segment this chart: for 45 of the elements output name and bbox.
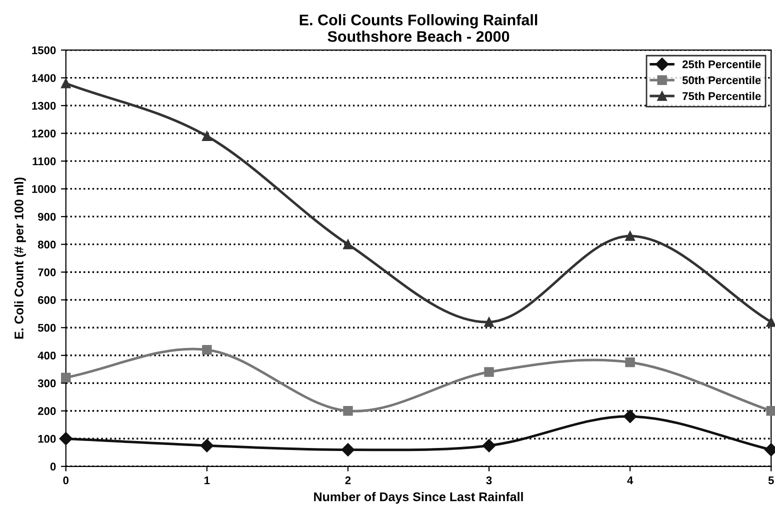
y-tick-label: 600 <box>38 296 56 304</box>
point <box>61 372 71 382</box>
y-tick-label: 200 <box>38 407 56 416</box>
point <box>202 131 212 141</box>
y-tick-label: 900 <box>38 212 56 221</box>
point <box>625 357 635 368</box>
chart-title: E. Coli Counts Following Rainfall Southshore Beach - 2000 <box>300 14 538 42</box>
point <box>766 406 775 416</box>
point <box>343 406 353 416</box>
x-tick-label: 2 <box>345 476 351 484</box>
y-axis-title: E. Coli Count (# per 100 ml) <box>14 178 26 339</box>
x-axis-title: Number of Days Since Last Rainfall <box>314 492 523 504</box>
x-tick-label: 5 <box>768 476 774 484</box>
legend-label: 50th Percentile <box>682 76 761 84</box>
legend-label: 25th Percentile <box>682 60 761 68</box>
point <box>343 239 353 250</box>
x-tick-label: 3 <box>486 476 492 484</box>
y-tick-label: 1500 <box>32 46 56 54</box>
y-tick-label: 700 <box>38 268 56 276</box>
y-tick-label: 1000 <box>32 185 56 193</box>
point <box>484 367 494 377</box>
y-tick-label: 0 <box>50 462 56 471</box>
point <box>623 410 637 424</box>
legend-label: 75th Percentile <box>682 92 761 100</box>
x-tick-label: 4 <box>627 476 634 484</box>
y-tick-label: 500 <box>38 324 56 332</box>
point <box>341 443 355 456</box>
x-tick-label: 0 <box>63 476 69 484</box>
point <box>200 438 214 452</box>
point <box>61 78 71 88</box>
point <box>625 231 635 241</box>
point <box>484 317 494 327</box>
y-tick-label: 400 <box>38 352 56 360</box>
point <box>202 344 212 355</box>
point <box>482 438 496 452</box>
y-tick-label: 300 <box>38 379 56 388</box>
y-tick-label: 800 <box>38 240 56 248</box>
y-tick-label: 1100 <box>32 157 56 166</box>
point <box>59 432 72 446</box>
y-tick-label: 1200 <box>32 130 56 138</box>
point <box>766 317 775 327</box>
y-tick-label: 100 <box>38 434 56 443</box>
y-tick-label: 1300 <box>32 102 56 110</box>
x-tick-label: 1 <box>204 476 210 484</box>
y-tick-label: 1400 <box>32 74 56 82</box>
